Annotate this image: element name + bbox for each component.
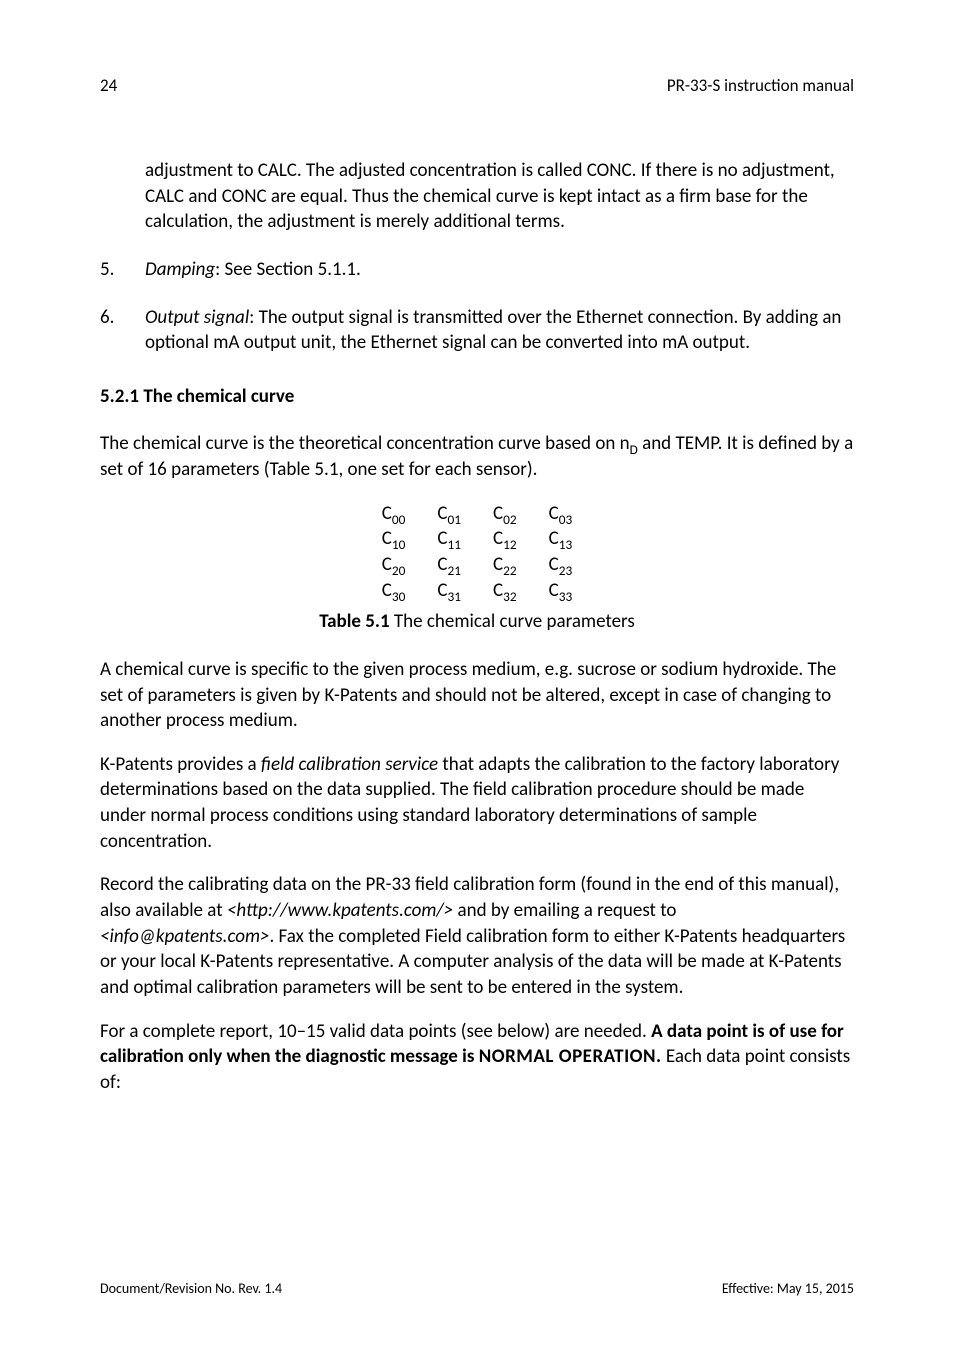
table-caption-label: Table 5.1 — [319, 610, 389, 633]
page-footer: Document/Revision No. Rev. 1.4 Effective… — [100, 1280, 854, 1299]
param-cell: C32 — [477, 578, 533, 604]
param-cell: C00 — [366, 501, 422, 527]
param-cell: C12 — [477, 526, 533, 552]
list-rest: : See Section 5.1.1. — [215, 258, 361, 281]
list-label: Damping — [145, 258, 215, 281]
list-body: Damping: See Section 5.1.1. — [145, 257, 854, 283]
list-body: Output signal: The output signal is tran… — [145, 305, 854, 356]
section-heading: 5.2.1 The chemical curve — [100, 384, 854, 410]
paragraph-4: For a complete report, 10–15 valid data … — [100, 1019, 854, 1096]
param-cell: C02 — [477, 501, 533, 527]
continuation-paragraph: adjustment to CALC. The adjusted concent… — [145, 158, 854, 235]
parameter-table: C00C01C02C03C10C11C12C13C20C21C22C23C30C… — [366, 501, 589, 604]
doc-title: PR-33-S instruction manual — [667, 75, 854, 98]
p4-smallcaps: NORMAL OPERATION. — [479, 1045, 662, 1068]
param-cell: C10 — [366, 526, 422, 552]
p3-text-b: and by emailing a request to — [453, 899, 676, 922]
param-cell: C22 — [477, 552, 533, 578]
param-cell: C33 — [533, 578, 589, 604]
param-cell: C11 — [421, 526, 477, 552]
list-rest: : The output signal is transmitted over … — [145, 306, 841, 355]
p4-text-a: For a complete report, 10–15 valid data … — [100, 1020, 651, 1043]
list-item-5: 5. Damping: See Section 5.1.1. — [100, 257, 854, 283]
paragraph-2: K-Patents provides a field calibration s… — [100, 752, 854, 855]
p2-text-a: K-Patents provides a — [100, 753, 261, 776]
list-item-6: 6. Output signal: The output signal is t… — [100, 305, 854, 356]
page-header: 24 PR-33-S instruction manual — [100, 75, 854, 98]
table-caption: Table 5.1 The chemical curve parameters — [100, 609, 854, 635]
param-cell: C01 — [421, 501, 477, 527]
page-number: 24 — [100, 75, 117, 98]
footer-right: Effective: May 15, 2015 — [722, 1280, 854, 1299]
p2-italic: field calibration service — [261, 753, 438, 776]
list-label: Output signal — [145, 306, 249, 329]
param-cell: C30 — [366, 578, 422, 604]
intro-paragraph: The chemical curve is the theoretical co… — [100, 431, 854, 482]
paragraph-3: Record the calibrating data on the PR-33… — [100, 872, 854, 1000]
list-number: 6. — [100, 305, 145, 356]
paragraph-1: A chemical curve is specific to the give… — [100, 657, 854, 734]
param-cell: C31 — [421, 578, 477, 604]
param-cell: C13 — [533, 526, 589, 552]
param-cell: C23 — [533, 552, 589, 578]
p3-link2: <info@kpatents.com> — [100, 925, 269, 948]
param-cell: C20 — [366, 552, 422, 578]
param-cell: C03 — [533, 501, 589, 527]
table-caption-text: The chemical curve parameters — [390, 610, 635, 633]
intro-text-a: The chemical curve is the theoretical co… — [100, 432, 630, 455]
p3-link1: <http://www.kpatents.com/> — [227, 899, 453, 922]
intro-sub: D — [630, 441, 638, 458]
list-number: 5. — [100, 257, 145, 283]
param-cell: C21 — [421, 552, 477, 578]
footer-left: Document/Revision No. Rev. 1.4 — [100, 1280, 282, 1299]
